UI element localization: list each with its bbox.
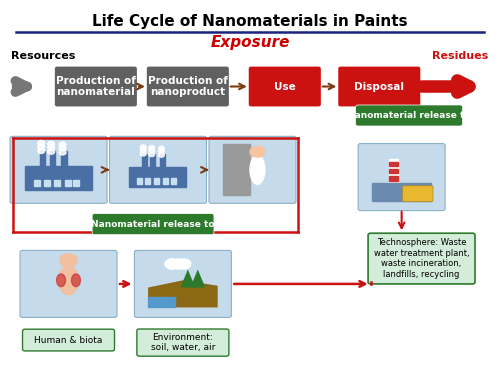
- Bar: [148, 297, 176, 307]
- Circle shape: [59, 142, 66, 147]
- Circle shape: [140, 148, 146, 152]
- Ellipse shape: [72, 274, 80, 287]
- Text: Resources: Resources: [12, 51, 76, 61]
- Bar: [25, 166, 92, 190]
- Text: Exposure: Exposure: [210, 35, 290, 50]
- Text: Use: Use: [274, 81, 295, 92]
- Text: Life Cycle of Nanomaterials in Paints: Life Cycle of Nanomaterials in Paints: [92, 14, 408, 29]
- Circle shape: [148, 149, 154, 153]
- Bar: [163, 178, 168, 184]
- Bar: [146, 178, 150, 184]
- FancyBboxPatch shape: [134, 250, 232, 318]
- Text: Residues: Residues: [432, 51, 488, 61]
- FancyBboxPatch shape: [22, 329, 114, 351]
- Bar: [389, 176, 398, 181]
- Circle shape: [60, 254, 78, 267]
- Circle shape: [148, 152, 154, 157]
- Ellipse shape: [250, 155, 265, 184]
- FancyBboxPatch shape: [338, 66, 420, 107]
- Bar: [64, 180, 70, 186]
- Circle shape: [48, 145, 54, 150]
- Bar: [74, 180, 80, 186]
- Circle shape: [140, 151, 146, 156]
- FancyBboxPatch shape: [209, 136, 296, 203]
- Bar: [34, 180, 40, 186]
- Circle shape: [177, 259, 191, 269]
- Circle shape: [38, 149, 44, 154]
- Bar: [154, 178, 159, 184]
- Text: Nanomaterial release to: Nanomaterial release to: [92, 220, 215, 228]
- Circle shape: [38, 144, 44, 149]
- Text: Technosphere: Waste
water treatment plant,
waste incineration,
landfills, recycl: Technosphere: Waste water treatment plan…: [374, 238, 470, 278]
- Text: Human & biota: Human & biota: [34, 335, 102, 345]
- FancyBboxPatch shape: [20, 250, 117, 318]
- Circle shape: [48, 149, 54, 154]
- Text: Nanomaterial release to: Nanomaterial release to: [348, 111, 471, 120]
- FancyBboxPatch shape: [402, 186, 433, 202]
- Circle shape: [158, 146, 164, 150]
- Bar: [389, 162, 398, 166]
- Text: Production of
nanoproduct: Production of nanoproduct: [148, 76, 228, 97]
- Polygon shape: [190, 269, 206, 288]
- Polygon shape: [148, 280, 218, 307]
- Bar: [40, 151, 45, 167]
- FancyBboxPatch shape: [368, 233, 475, 284]
- Circle shape: [171, 259, 185, 269]
- Circle shape: [59, 146, 66, 151]
- FancyBboxPatch shape: [147, 66, 229, 107]
- Circle shape: [148, 146, 154, 150]
- FancyBboxPatch shape: [10, 136, 107, 203]
- FancyBboxPatch shape: [110, 136, 206, 203]
- Bar: [44, 180, 50, 186]
- Bar: [61, 151, 66, 167]
- Text: Disposal: Disposal: [354, 81, 405, 92]
- FancyBboxPatch shape: [358, 143, 445, 211]
- Bar: [389, 159, 398, 184]
- Circle shape: [59, 150, 66, 155]
- Circle shape: [250, 146, 265, 157]
- Bar: [150, 154, 155, 168]
- Bar: [170, 178, 176, 184]
- Circle shape: [140, 145, 146, 149]
- Bar: [54, 180, 60, 186]
- Circle shape: [158, 153, 164, 157]
- Bar: [372, 183, 432, 201]
- FancyBboxPatch shape: [55, 66, 137, 107]
- Bar: [389, 169, 398, 173]
- FancyBboxPatch shape: [249, 66, 321, 107]
- Ellipse shape: [58, 266, 78, 295]
- Bar: [130, 167, 186, 187]
- Circle shape: [38, 141, 44, 146]
- Circle shape: [48, 141, 54, 146]
- Ellipse shape: [56, 274, 66, 287]
- Bar: [142, 154, 146, 168]
- Bar: [50, 151, 55, 167]
- Circle shape: [165, 259, 179, 269]
- Bar: [222, 145, 250, 195]
- Bar: [160, 154, 165, 168]
- FancyBboxPatch shape: [92, 214, 214, 235]
- Text: Environment:
soil, water, air: Environment: soil, water, air: [150, 333, 215, 352]
- FancyBboxPatch shape: [356, 105, 463, 126]
- Circle shape: [158, 149, 164, 154]
- FancyBboxPatch shape: [137, 329, 229, 356]
- Polygon shape: [180, 269, 196, 288]
- Bar: [137, 178, 142, 184]
- Text: Production of
nanomaterial: Production of nanomaterial: [56, 76, 136, 97]
